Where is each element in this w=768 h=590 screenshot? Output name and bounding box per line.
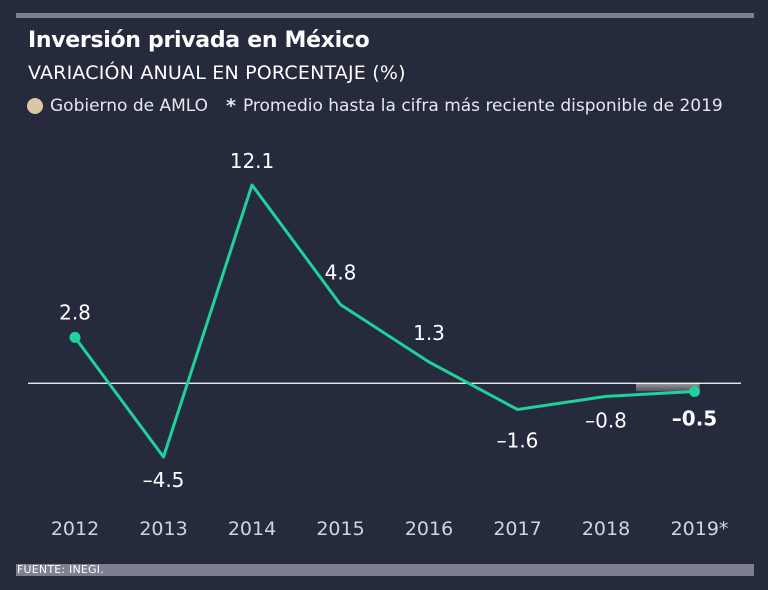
data-label: 4.8 bbox=[325, 261, 357, 285]
x-tick-label: 2019* bbox=[671, 518, 729, 540]
x-tick-label: 2014 bbox=[228, 518, 276, 540]
data-label: 1.3 bbox=[413, 321, 445, 345]
legend: Gobierno de AMLO * Promedio hasta la cif… bbox=[27, 95, 723, 117]
x-tick-label: 2015 bbox=[316, 518, 364, 540]
x-tick-label: 2013 bbox=[139, 518, 187, 540]
x-tick-label: 2017 bbox=[493, 518, 541, 540]
data-label: 12.1 bbox=[230, 149, 275, 173]
legend-amlo-label: Gobierno de AMLO bbox=[50, 96, 209, 116]
source-note: FUENTE: INEGI. bbox=[17, 563, 104, 576]
x-tick-label: 2012 bbox=[51, 518, 99, 540]
amlo-period-band bbox=[636, 383, 700, 392]
amlo-dot-icon bbox=[27, 98, 43, 114]
chart-subtitle: VARIACIÓN ANUAL EN PORCENTAJE (%) bbox=[28, 62, 406, 84]
legend-star-symbol: * bbox=[226, 95, 236, 117]
data-label: –0.5 bbox=[672, 406, 717, 430]
data-label: 2.8 bbox=[59, 300, 91, 324]
data-label: –1.6 bbox=[497, 428, 539, 452]
data-label: –4.5 bbox=[143, 468, 185, 492]
x-tick-label: 2018 bbox=[582, 518, 630, 540]
footer-bar: FUENTE: INEGI. bbox=[16, 563, 754, 576]
series-line bbox=[73, 183, 696, 459]
top-rule bbox=[16, 13, 754, 18]
data-label: –0.8 bbox=[585, 408, 627, 432]
x-tick-label: 2016 bbox=[405, 518, 453, 540]
data-point-marker bbox=[689, 385, 700, 397]
data-point-marker bbox=[69, 331, 81, 343]
legend-note-label: Promedio hasta la cifra más reciente dis… bbox=[242, 96, 723, 116]
chart-title: Inversión privada en México bbox=[28, 28, 370, 53]
